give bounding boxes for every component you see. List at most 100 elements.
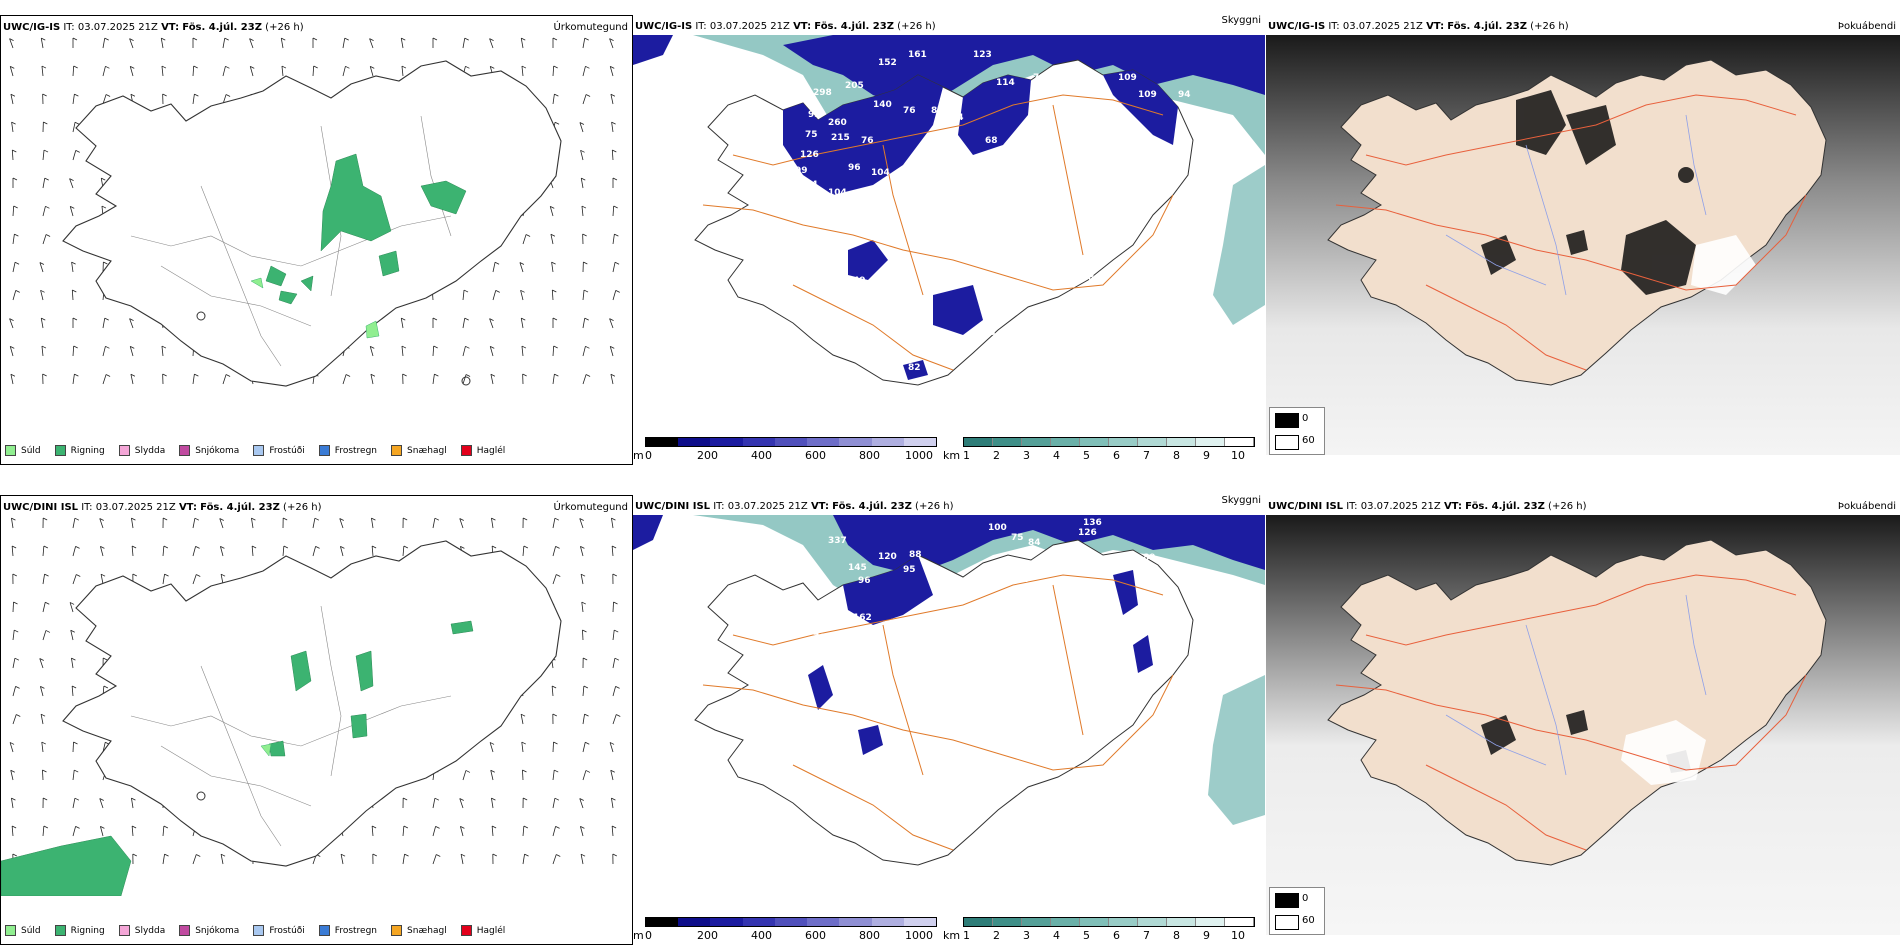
wind-barb <box>611 798 614 809</box>
panel-title: Úrkomutegund <box>553 22 628 33</box>
wind-barb-tick <box>585 374 591 377</box>
wind-barb <box>582 38 586 49</box>
wind-barb <box>520 714 524 725</box>
wind-barb-tick <box>402 373 407 377</box>
wind-barb-tick <box>554 769 559 773</box>
ceiling-height-label: 79 <box>1151 635 1164 645</box>
wind-barb-tick <box>519 262 525 265</box>
wind-barb-tick <box>45 205 50 209</box>
wind-barb-tick <box>613 601 618 605</box>
legend-item-drizzle: Súld <box>5 925 41 936</box>
wind-barb <box>580 150 584 161</box>
ceiling-height-label: 53 <box>983 328 996 338</box>
wind-barb-tick <box>74 373 79 377</box>
visibility-unit: km <box>943 449 961 462</box>
wind-barb-tick <box>610 66 615 69</box>
ceiling-height-label: 76 <box>861 136 874 146</box>
wind-barb-tick <box>192 37 198 41</box>
wind-barb <box>611 122 614 133</box>
wind-barb-tick <box>100 545 105 549</box>
wind-barb <box>580 854 584 865</box>
wind-barb <box>582 374 587 385</box>
wind-barb <box>491 798 494 809</box>
wind-barb-tick <box>613 205 618 209</box>
wind-barb-tick <box>40 713 46 717</box>
wind-barb-tick <box>582 233 587 237</box>
wind-barb <box>580 546 584 557</box>
wind-barb-tick <box>42 373 47 377</box>
wind-barb-tick <box>404 853 409 857</box>
ceiling-height-label: 89 <box>1138 611 1151 621</box>
wind-barb-tick <box>41 37 46 41</box>
wind-barb-tick <box>164 853 169 857</box>
wind-barb <box>192 94 195 105</box>
wind-barb <box>609 318 614 329</box>
wind-barb-tick <box>72 37 78 41</box>
ceiling-height-label: 103 <box>858 200 877 210</box>
fog-index-panel-row2: UWC/DINI ISL IT: 03.07.2025 21Z VT: Fös.… <box>1266 495 1900 945</box>
wind-barb <box>161 346 164 357</box>
wind-barb-tick <box>585 770 591 773</box>
wind-barb <box>520 318 524 329</box>
wind-barb <box>131 546 134 557</box>
wind-barb-tick <box>609 742 615 745</box>
wind-barb-tick <box>372 853 378 857</box>
visibility-panel-row1: UWC/IG-IS IT: 03.07.2025 21Z VT: Fös. 4.… <box>633 15 1265 465</box>
wind-barb <box>612 601 614 613</box>
wind-barb <box>100 546 104 557</box>
wind-barb <box>12 601 14 613</box>
wind-barb-tick <box>43 121 48 125</box>
panel-title: Þokuábendi <box>1837 501 1896 512</box>
ceiling-height-label: 76 <box>813 633 826 643</box>
panel-header: UWC/DINI ISL IT: 03.07.2025 21Z VT: Fös.… <box>1268 501 1587 512</box>
legend-item-snow-pellets: Snæhagl <box>391 445 447 456</box>
precip-type-map <box>9 37 620 387</box>
wind-barb <box>39 658 44 669</box>
visibility-color-strip <box>963 917 1255 927</box>
wind-barb-tick <box>614 657 620 661</box>
wind-barb-tick <box>161 65 167 69</box>
wind-barb-tick <box>220 853 226 857</box>
wind-barb <box>580 826 584 837</box>
wind-barb-tick <box>132 853 138 857</box>
wind-barb <box>582 346 586 357</box>
wind-barb <box>610 374 614 385</box>
wind-barb <box>192 854 197 865</box>
wind-barb-tick <box>524 853 529 857</box>
wind-barb <box>462 346 466 357</box>
wind-barb-tick <box>492 853 498 857</box>
legend-item-snow: Snjókoma <box>179 925 239 936</box>
wind-barb <box>249 66 254 77</box>
wind-barb-tick <box>552 37 558 41</box>
wind-barb-tick <box>313 65 318 69</box>
wind-barb <box>282 546 285 557</box>
fog-legend-label: 60 <box>1302 915 1315 926</box>
wind-barb-tick <box>72 289 77 293</box>
legend-item-snow-pellets: Snæhagl <box>391 925 447 936</box>
wind-barb-tick <box>611 121 616 125</box>
wind-barb <box>522 546 525 557</box>
visibility-colorbar: km 1 2 3 4 5 6 7 8 9 10 <box>943 915 1265 943</box>
wind-barb-tick <box>42 797 48 801</box>
ceiling-height-label: 96 <box>848 163 861 173</box>
wind-barb-tick <box>580 853 586 857</box>
fog-index-map <box>1266 515 1900 935</box>
wind-barb-tick <box>102 657 108 661</box>
wind-barb-tick <box>105 94 111 97</box>
wind-barb <box>12 658 16 669</box>
wind-barb <box>42 178 46 189</box>
wind-barb-tick <box>459 518 464 521</box>
wind-barb-tick <box>74 517 80 521</box>
wind-barb <box>42 234 47 245</box>
visibility-tick: 8 <box>1173 449 1180 462</box>
visibility-tick: 4 <box>1053 929 1060 942</box>
wind-barb-tick <box>611 545 617 549</box>
wind-barb-tick <box>463 289 469 293</box>
wind-barb-tick <box>490 769 495 773</box>
wind-barb-tick <box>281 37 286 41</box>
wind-barb <box>580 178 584 189</box>
wind-barb-tick <box>42 769 47 773</box>
wind-barb <box>522 854 525 865</box>
ceiling-height-label: 68 <box>1031 88 1044 98</box>
wind-barb-tick <box>371 517 376 521</box>
